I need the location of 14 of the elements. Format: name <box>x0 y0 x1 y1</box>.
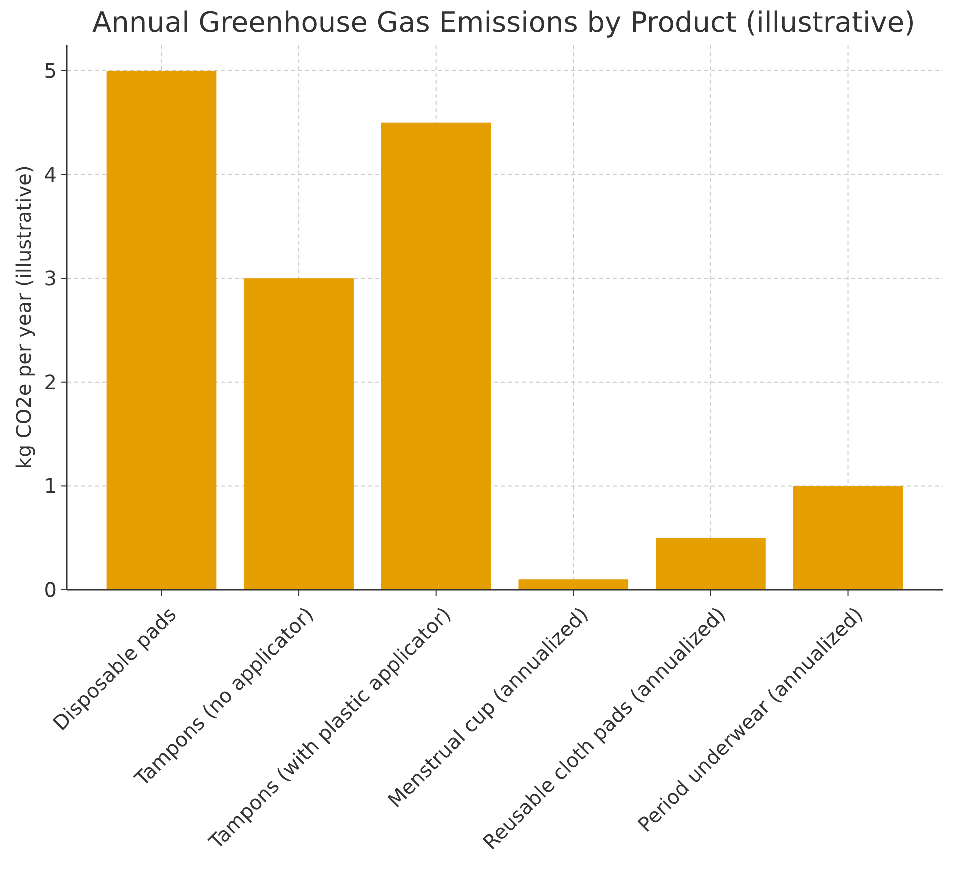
y-tick-label: 2 <box>44 370 57 394</box>
bar <box>656 538 766 590</box>
y-tick-label: 5 <box>44 58 57 83</box>
y-axis-title: kg CO2e per year (illustrative) <box>12 166 36 470</box>
chart-title: Annual Greenhouse Gas Emissions by Product (illustrative) <box>92 6 916 39</box>
bar <box>106 70 217 590</box>
y-tick-label: 4 <box>44 162 57 187</box>
y-tick-label: 3 <box>44 266 57 291</box>
bar <box>244 278 354 590</box>
y-tick-label: 1 <box>44 474 57 498</box>
bar <box>381 122 492 590</box>
y-tick-label: 0 <box>44 578 57 602</box>
bar <box>518 580 629 590</box>
bar <box>793 486 904 590</box>
